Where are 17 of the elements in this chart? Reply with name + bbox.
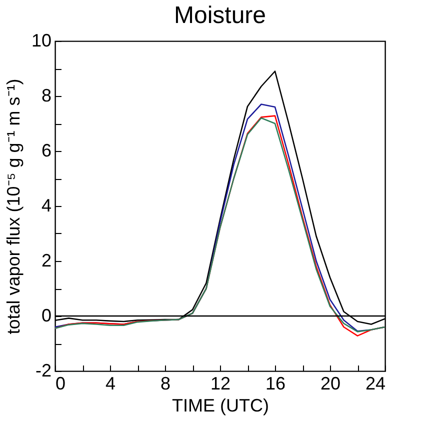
y-tick-label: 0 (41, 306, 52, 326)
x-axis-title: TIME (UTC) (172, 396, 269, 416)
x-tick-label: 16 (265, 374, 286, 394)
chart-title: Moisture (174, 2, 266, 29)
y-tick-label: -2 (35, 360, 52, 380)
x-tick-label: 12 (210, 374, 231, 394)
y-tick-label: 2 (41, 250, 52, 270)
y-tick-label: 8 (41, 86, 52, 106)
x-tick-label: 0 (56, 374, 66, 394)
x-tick-label: 24 (365, 374, 386, 394)
x-tick-label: 8 (160, 374, 171, 394)
y-tick-label: 6 (41, 140, 52, 160)
x-tick-label: 20 (320, 374, 341, 394)
y-tick-label: 4 (41, 196, 52, 216)
y-tick-label: 10 (31, 30, 52, 50)
y-axis-title: total vapor flux (10⁻⁵ g g⁻¹ m s⁻¹) (3, 78, 24, 334)
x-tick-label: 4 (105, 374, 116, 394)
